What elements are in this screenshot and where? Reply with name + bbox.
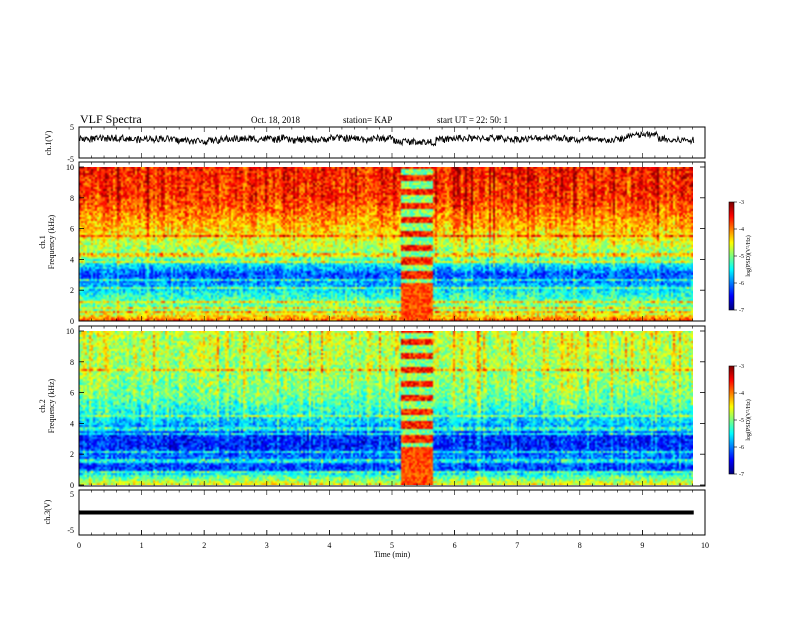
- ch1-spectrogram-image: [79, 167, 693, 321]
- panel-minor-ticks: [78, 127, 706, 535]
- ch2-colorbar-label: log(PSD)(V²/Hz): [745, 399, 752, 440]
- colorbar-tick-label: -6: [739, 281, 744, 287]
- ch3-ytick-bottom: -5: [67, 526, 74, 535]
- ch1-voltage-trace: [78, 130, 695, 147]
- header-station: station= KAP: [343, 115, 392, 125]
- ch1-voltage-ylabel: ch.1(V): [44, 130, 53, 155]
- ch3-ytick-top: 5: [70, 490, 74, 499]
- time-tick-label: 5: [390, 541, 394, 550]
- colorbar-tick-label: -7: [739, 472, 744, 478]
- frequency-tick-label: 0: [70, 317, 74, 326]
- time-tick-label: 9: [640, 541, 644, 550]
- frequency-tick-label: 6: [70, 389, 74, 398]
- time-tick-label: 7: [515, 541, 519, 550]
- ch2-spectrogram-yticks: 0 2 4 6 8 10: [66, 327, 705, 490]
- colorbar-tick-label: -3: [739, 200, 744, 206]
- colorbar-tick-label: -7: [739, 308, 744, 314]
- time-tick-label: 8: [578, 541, 582, 550]
- ch1-spectrogram-yticks: 0 2 4 6 8 10: [66, 163, 705, 326]
- time-tick-label: 10: [701, 541, 709, 550]
- frequency-tick-label: 8: [70, 194, 74, 203]
- frequency-tick-label: 0: [70, 481, 74, 490]
- time-tick-label: 6: [453, 541, 457, 550]
- frequency-tick-label: 10: [66, 327, 74, 336]
- colorbar-tick-label: -6: [739, 445, 744, 451]
- time-tick-label: 3: [265, 541, 269, 550]
- ch3-voltage-panel: 5 -5 ch.3(V) 0 1 2 3 4 5 6 7 8 9 10 Time (min): [43, 489, 709, 559]
- ch1-colorbar-label: log(PSD)(V²/Hz): [745, 235, 752, 276]
- header-start-time: start UT = 22: 50: 1: [437, 115, 508, 125]
- frequency-tick-label: 4: [70, 255, 74, 264]
- time-axis-ticks: 0 1 2 3 4 5 6 7 8 9 10: [77, 530, 709, 550]
- colorbar-tick-label: -5: [739, 418, 744, 424]
- frequency-tick-label: 2: [70, 286, 74, 295]
- frequency-tick-label: 10: [66, 163, 74, 172]
- ch3-voltage-ylabel: ch.3(V): [43, 499, 52, 524]
- ch2-spectrogram-ylabel-channel: ch.2: [38, 399, 47, 413]
- time-axis-label: Time (min): [374, 550, 411, 559]
- frequency-tick-label: 6: [70, 225, 74, 234]
- colorbar-tick-label: -4: [739, 391, 744, 397]
- time-tick-label: 4: [327, 541, 331, 550]
- ch1-ytick-top: 5: [70, 123, 74, 132]
- colorbar-tick-label: -4: [739, 227, 744, 233]
- ch2-colorbar: [729, 366, 734, 474]
- ch1-colorbar: [729, 202, 734, 310]
- ch1-voltage-panel: 5 -5 ch.1(V): [44, 123, 706, 164]
- frequency-tick-label: 4: [70, 419, 74, 428]
- ch2-colorbar-ticks: -3 -4 -5 -6 -7: [734, 364, 744, 478]
- ch1-ytick-bottom: -5: [67, 155, 74, 164]
- ch2-spectrogram-image: [79, 331, 693, 485]
- frequency-tick-label: 2: [70, 450, 74, 459]
- time-tick-label: 2: [202, 541, 206, 550]
- time-tick-label: 1: [140, 541, 144, 550]
- colorbar-tick-label: -5: [739, 254, 744, 260]
- time-tick-label: 0: [77, 541, 81, 550]
- ch1-spectrogram-ylabel-frequency: Frequency (kHz): [47, 214, 56, 269]
- frequency-tick-label: 8: [70, 358, 74, 367]
- ch1-colorbar-ticks: -3 -4 -5 -6 -7: [734, 200, 744, 314]
- figure-title: VLF Spectra: [80, 112, 142, 126]
- ch2-spectrogram-ylabel-frequency: Frequency (kHz): [47, 378, 56, 433]
- colorbar-tick-label: -3: [739, 364, 744, 370]
- header-date: Oct. 18, 2018: [251, 115, 300, 125]
- ch1-spectrogram-ylabel-channel: ch.1: [38, 235, 47, 249]
